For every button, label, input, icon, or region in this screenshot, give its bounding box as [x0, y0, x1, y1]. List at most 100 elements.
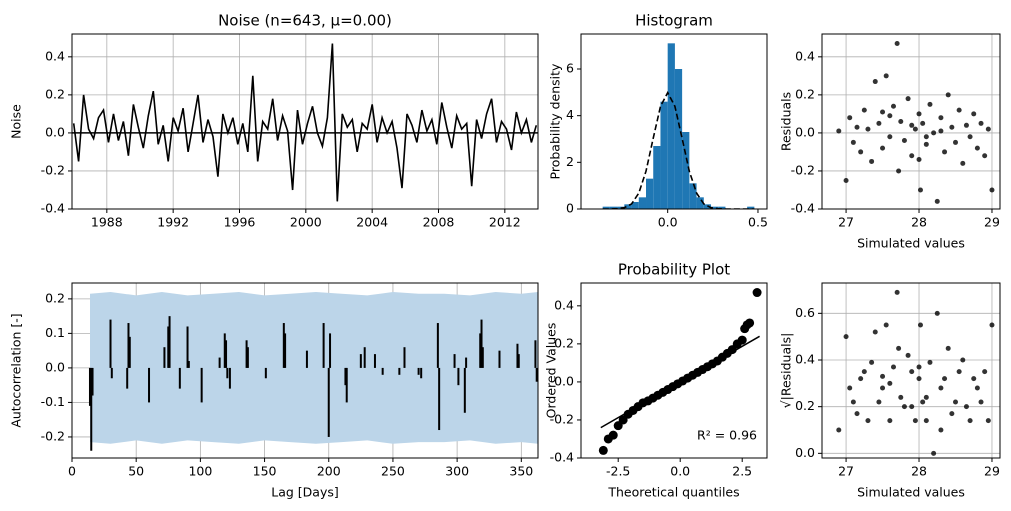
y-tick-label: 0.0 — [795, 445, 815, 460]
point — [949, 411, 955, 417]
point — [953, 139, 958, 145]
point — [847, 115, 853, 121]
y-tick-label: -0.2 — [41, 162, 65, 177]
hist-bar — [624, 204, 632, 209]
y-tick-label: 0.4 — [45, 48, 65, 63]
point — [909, 404, 915, 410]
acf-bar — [479, 333, 482, 368]
hist-bar — [602, 206, 610, 209]
hist-bar — [609, 206, 618, 209]
point — [974, 145, 980, 151]
y-tick-label: 2 — [566, 154, 574, 169]
plot-area — [836, 41, 995, 204]
x-axis-label: Simulated values — [857, 236, 965, 251]
point — [869, 158, 875, 164]
y-tick-label: -0.2 — [41, 428, 65, 443]
x-tick-label: 250 — [381, 464, 405, 479]
point — [945, 345, 951, 351]
noise-line — [72, 43, 538, 202]
point — [923, 394, 929, 400]
point — [942, 376, 948, 382]
point — [880, 109, 886, 115]
acf-bar — [481, 347, 484, 368]
y-tick-label: -0.4 — [550, 450, 574, 465]
acf-bar — [109, 319, 112, 368]
point — [974, 385, 980, 391]
chart-title: Histogram — [635, 12, 713, 30]
point — [967, 134, 973, 140]
acf-bar — [225, 340, 228, 368]
x-tick-label: 29 — [984, 215, 1000, 230]
hist-bar — [689, 183, 697, 209]
point — [861, 107, 867, 113]
point — [890, 364, 896, 370]
x-tick-label: 2.5 — [732, 464, 752, 479]
point — [909, 153, 915, 159]
acf-bar — [403, 347, 406, 368]
acf-bar — [228, 367, 231, 389]
y-axis-label: Noise — [9, 104, 24, 139]
hist-bar — [674, 69, 683, 209]
panel: 1988 1992 1996 2000 2004 2008 2012 -0.4 -0.2 0.0 0… — [9, 12, 539, 230]
x-tick-label: 100 — [188, 464, 212, 479]
axes-frame — [580, 282, 768, 459]
y-tick-label: 0.2 — [45, 86, 65, 101]
x-tick-label: -2.5 — [606, 464, 630, 479]
point — [920, 399, 926, 405]
panel: 27 28 29 0.0 0.2 0.4 0.6 Simulated values √|Resi… — [779, 282, 1001, 500]
hist-bar — [747, 206, 755, 209]
acf-bar — [163, 347, 166, 368]
point — [978, 399, 984, 405]
acf-bar — [322, 323, 325, 368]
point — [917, 322, 923, 328]
y-tick-label: 0.0 — [795, 124, 815, 139]
y-tick-label: 0.6 — [795, 305, 815, 320]
y-tick-label: 0.2 — [45, 290, 65, 305]
y-tick-label: 0.2 — [795, 398, 815, 413]
acf-bar — [327, 367, 330, 437]
hist-bar — [711, 206, 719, 209]
acf-bar — [200, 367, 203, 403]
x-tick-label: 350 — [509, 464, 533, 479]
acf-bar — [88, 367, 91, 406]
point — [931, 450, 937, 456]
hist-bar — [682, 132, 690, 209]
point — [923, 134, 929, 140]
point — [934, 310, 940, 316]
acf-bar — [168, 316, 171, 368]
point — [985, 126, 991, 132]
y-tick-label: -0.2 — [550, 411, 574, 426]
acf-bar — [457, 367, 460, 386]
point — [982, 369, 988, 375]
hist-bar — [696, 197, 704, 209]
acf-bar — [167, 326, 170, 368]
point — [912, 418, 918, 424]
acf-bar — [344, 367, 347, 386]
point — [887, 380, 893, 386]
point — [858, 149, 864, 155]
hist-bar — [667, 43, 675, 209]
point — [942, 149, 948, 155]
point — [949, 124, 955, 130]
point — [896, 168, 902, 174]
plot-area — [836, 289, 995, 456]
point — [887, 418, 893, 424]
acf-bar — [463, 367, 466, 413]
x-tick-label: 1996 — [224, 215, 256, 230]
acf-bar — [218, 357, 221, 368]
confidence-band — [90, 292, 538, 444]
x-tick-label: 27 — [838, 215, 854, 230]
plot-area — [602, 43, 755, 209]
chart-title: Noise (n=643, μ=0.00) — [218, 12, 392, 30]
point — [745, 318, 755, 328]
x-tick-label: 2004 — [356, 215, 388, 230]
x-tick-label: 2012 — [489, 215, 521, 230]
point — [982, 153, 988, 159]
y-tick-label: -0.4 — [41, 201, 65, 216]
point — [887, 113, 893, 119]
point — [608, 430, 618, 440]
point — [901, 404, 907, 410]
acf-bar — [345, 367, 348, 403]
point — [737, 335, 747, 345]
